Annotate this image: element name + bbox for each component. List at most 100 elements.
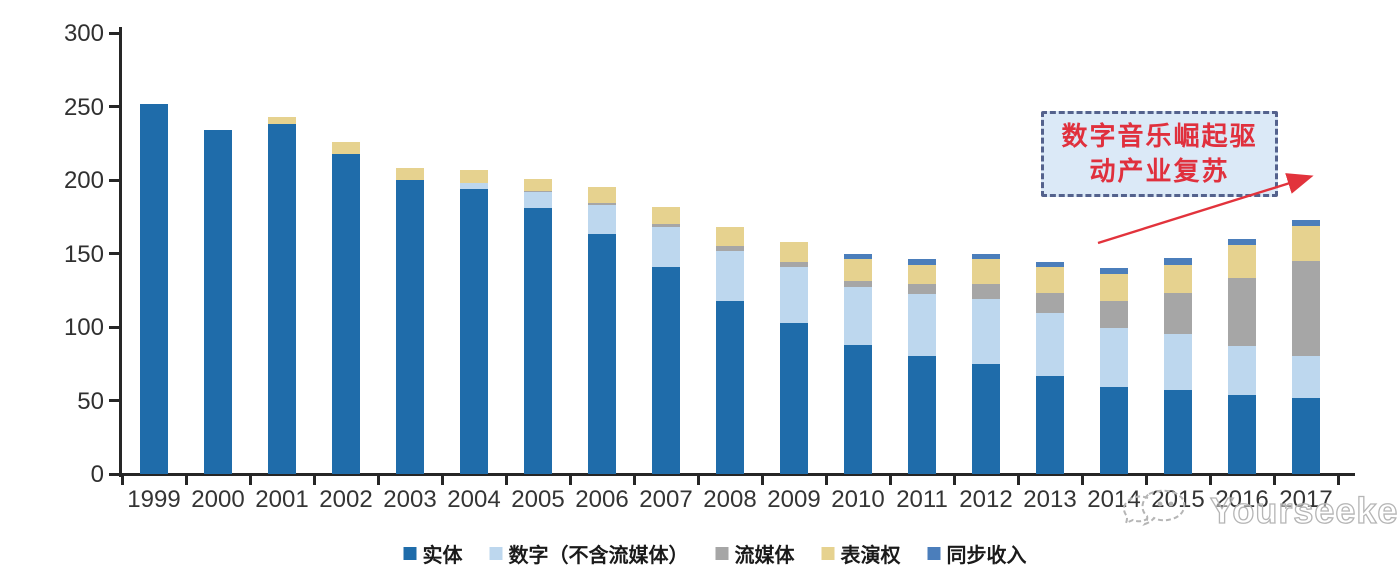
bar-2007-segment-0 bbox=[652, 266, 680, 474]
x-axis-label-2006: 2006 bbox=[575, 486, 629, 513]
x-axis-label-2004: 2004 bbox=[447, 486, 501, 513]
bar-2006-segment-0 bbox=[588, 234, 616, 474]
legend-swatch-icon bbox=[489, 547, 503, 560]
legend-swatch-icon bbox=[715, 547, 729, 560]
legend-label: 表演权 bbox=[840, 545, 901, 567]
x-axis-label-2000: 2000 bbox=[191, 486, 245, 513]
bar-2011-segment-4 bbox=[908, 259, 936, 265]
y-axis-tick bbox=[109, 105, 120, 108]
bar-2000-segment-0 bbox=[204, 130, 232, 474]
y-axis-tick bbox=[109, 31, 120, 35]
bar-2012-segment-1 bbox=[972, 299, 1000, 364]
y-axis-tick bbox=[109, 472, 120, 476]
bar-2005-segment-1 bbox=[524, 191, 552, 208]
x-axis-label-2010: 2010 bbox=[831, 486, 885, 513]
legend-item-1: 数字（不含流媒体） bbox=[489, 539, 689, 568]
x-axis-tick bbox=[1016, 476, 1020, 485]
x-axis-label-2003: 2003 bbox=[383, 486, 437, 513]
x-axis-tick bbox=[440, 476, 444, 485]
y-axis-tick bbox=[109, 399, 120, 402]
bar-2015-segment-2 bbox=[1164, 293, 1192, 335]
bar-2017-segment-0 bbox=[1292, 397, 1320, 474]
bar-2010-segment-4 bbox=[844, 254, 872, 260]
bar-2013-segment-4 bbox=[1036, 261, 1064, 267]
bar-2006-segment-3 bbox=[588, 187, 616, 203]
x-axis-tick bbox=[376, 476, 380, 485]
x-axis-label-2007: 2007 bbox=[639, 486, 693, 513]
bar-2005-segment-3 bbox=[524, 178, 552, 191]
bar-2008-segment-3 bbox=[716, 227, 744, 247]
bar-2010-segment-2 bbox=[844, 280, 872, 288]
bar-2014-segment-2 bbox=[1100, 300, 1128, 329]
y-axis-tick-label: 0 bbox=[90, 461, 104, 488]
y-axis-line bbox=[119, 27, 122, 477]
bar-2003-segment-0 bbox=[396, 180, 424, 474]
x-axis-tick bbox=[824, 476, 828, 485]
y-axis-tick bbox=[109, 252, 120, 255]
bar-2014-segment-3 bbox=[1100, 274, 1128, 301]
bar-2004-segment-0 bbox=[460, 188, 488, 474]
bar-2007-segment-1 bbox=[652, 227, 680, 267]
legend-swatch-icon bbox=[927, 547, 941, 560]
x-axis-tick bbox=[1208, 476, 1212, 485]
y-axis-tick-label: 200 bbox=[63, 167, 104, 194]
y-axis-tick-label: 50 bbox=[77, 387, 104, 415]
legend-label: 同步收入 bbox=[946, 545, 1027, 567]
bar-2014-segment-1 bbox=[1100, 328, 1128, 388]
bar-2013-segment-3 bbox=[1036, 266, 1064, 294]
legend-swatch-icon bbox=[403, 547, 417, 560]
x-axis-tick bbox=[1272, 476, 1276, 485]
x-axis-label-2005: 2005 bbox=[511, 486, 565, 513]
x-axis-tick bbox=[504, 476, 508, 485]
bar-2013-segment-2 bbox=[1036, 293, 1064, 314]
bar-2010-segment-0 bbox=[844, 344, 872, 474]
legend-item-0: 实体 bbox=[403, 539, 463, 568]
x-axis-label-2012: 2012 bbox=[959, 486, 1013, 513]
bar-2005-segment-0 bbox=[524, 207, 552, 474]
bar-2017-segment-4 bbox=[1292, 220, 1320, 226]
bar-2009-segment-0 bbox=[780, 322, 808, 474]
legend-item-2: 流媒体 bbox=[715, 539, 795, 568]
bar-2004-segment-1 bbox=[460, 182, 488, 189]
x-axis-tick bbox=[888, 476, 892, 485]
x-axis-tick bbox=[696, 476, 700, 485]
x-axis-label-2017: 2017 bbox=[1279, 486, 1333, 513]
x-axis-tick bbox=[248, 476, 252, 485]
bar-2011-segment-2 bbox=[908, 283, 936, 294]
bar-2012-segment-3 bbox=[972, 259, 1000, 285]
y-axis-tick-label: 300 bbox=[63, 20, 104, 47]
x-axis-tick bbox=[1080, 476, 1084, 485]
bar-2011-segment-3 bbox=[908, 264, 936, 284]
bar-2003-segment-3 bbox=[396, 167, 424, 180]
bar-2014-segment-0 bbox=[1100, 387, 1128, 474]
legend-label: 实体 bbox=[422, 545, 463, 567]
bar-2005-segment-2 bbox=[524, 191, 552, 192]
annotation-callout: 数字音乐崛起驱 动产业复苏 bbox=[1041, 111, 1278, 197]
bar-2010-segment-3 bbox=[844, 259, 872, 281]
bar-2007-segment-3 bbox=[652, 207, 680, 225]
x-axis-tick bbox=[632, 476, 636, 485]
bar-2012-segment-4 bbox=[972, 254, 1000, 260]
bar-2002-segment-3 bbox=[332, 141, 360, 154]
bar-2013-segment-1 bbox=[1036, 313, 1064, 376]
x-axis-tick bbox=[184, 476, 188, 485]
bar-2014-segment-4 bbox=[1100, 268, 1128, 275]
bar-2004-segment-3 bbox=[460, 169, 488, 183]
bar-2008-segment-2 bbox=[716, 246, 744, 251]
annotation-text-line1: 数字音乐崛起驱 bbox=[1061, 122, 1258, 151]
bar-2007-segment-2 bbox=[652, 224, 680, 228]
bar-2009-segment-2 bbox=[780, 261, 808, 267]
x-axis-label-2008: 2008 bbox=[703, 486, 757, 513]
bar-1999-segment-0 bbox=[140, 103, 168, 474]
x-axis-tick bbox=[568, 476, 572, 485]
x-axis-tick bbox=[1144, 476, 1148, 485]
x-axis-tick bbox=[1336, 476, 1340, 485]
bar-2016-segment-1 bbox=[1228, 346, 1256, 395]
bar-2011-segment-0 bbox=[908, 356, 936, 474]
bar-2015-segment-0 bbox=[1164, 390, 1192, 474]
bar-2015-segment-3 bbox=[1164, 264, 1192, 294]
bar-2001-segment-0 bbox=[268, 124, 296, 474]
bar-2008-segment-0 bbox=[716, 300, 744, 474]
bar-2006-segment-2 bbox=[588, 202, 616, 205]
